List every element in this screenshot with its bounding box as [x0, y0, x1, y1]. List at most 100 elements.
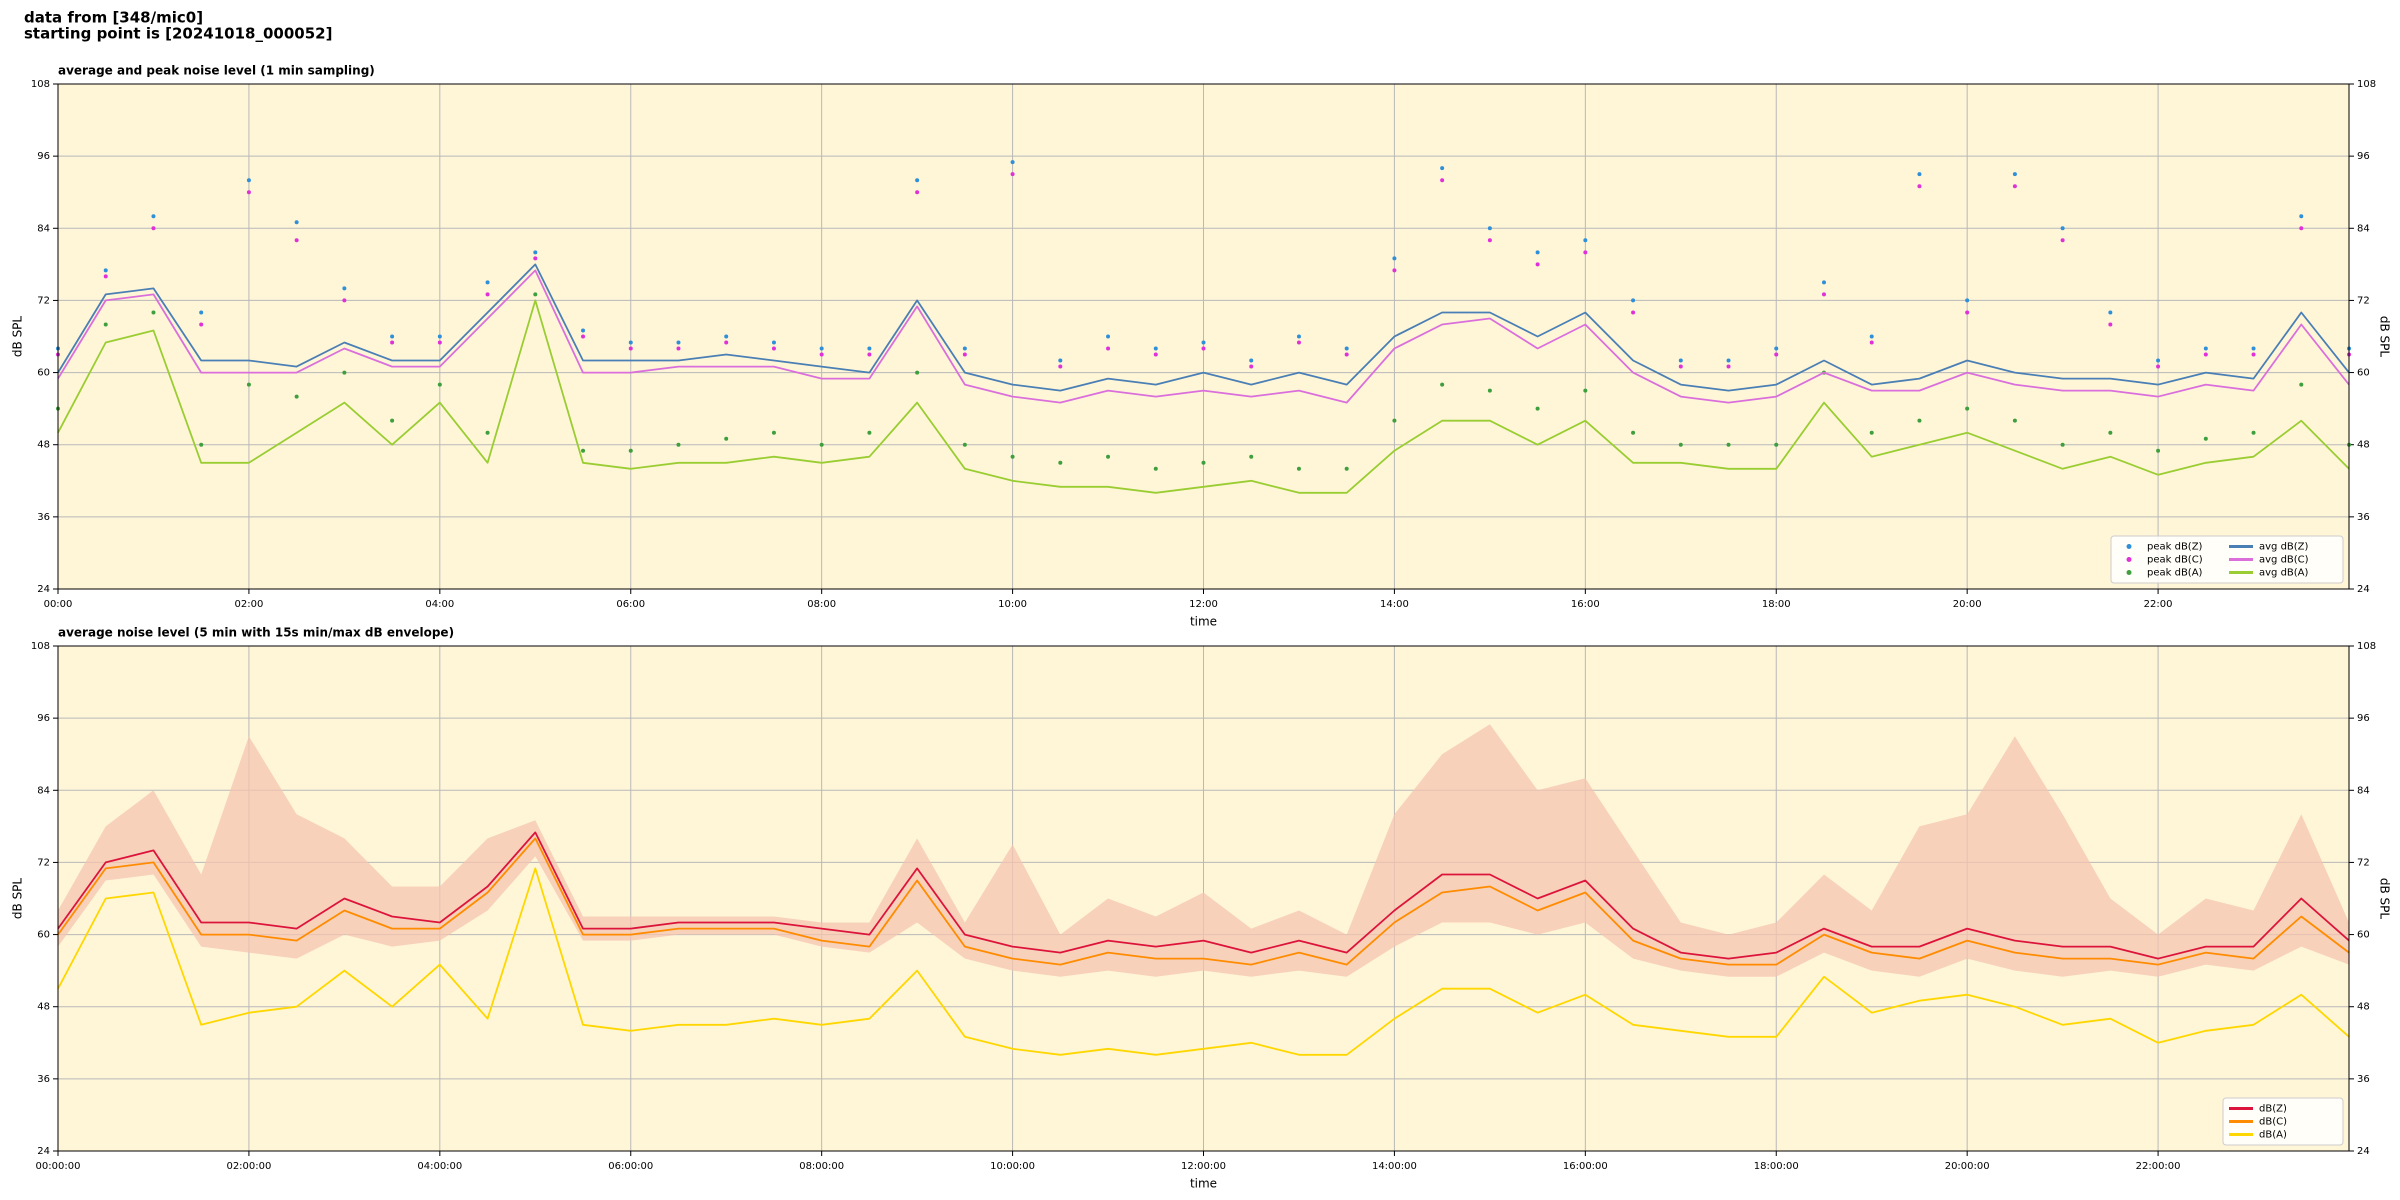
- y-tick-label: 36: [37, 512, 50, 523]
- legend-swatch: [2126, 557, 2132, 562]
- peak-dot: [437, 382, 442, 387]
- y-tick-label: 108: [31, 641, 50, 652]
- peak-dot: [676, 346, 681, 351]
- series-line: [57, 831, 2350, 960]
- y-tick-label: 48: [37, 1002, 50, 1013]
- peak-dot: [199, 442, 204, 447]
- peak-dot: [2251, 346, 2256, 351]
- peak-dot: [1631, 298, 1636, 303]
- peak-dot: [437, 340, 442, 345]
- peak-dot: [1535, 250, 1540, 255]
- series-line: [57, 867, 2350, 1056]
- peak-dot: [2203, 352, 2208, 357]
- peak-dot: [1392, 268, 1397, 273]
- peak-dot: [1153, 352, 1158, 357]
- y-tick-label: 72: [2357, 857, 2370, 868]
- y-tick-label: 96: [2357, 713, 2370, 724]
- peak-dot: [390, 340, 395, 345]
- series-line: [57, 837, 2350, 966]
- x-tick-label: 02:00: [235, 599, 264, 610]
- peak-dot: [1201, 340, 1206, 345]
- legend-label: dB(A): [2259, 1130, 2287, 1141]
- peak-dot: [2060, 442, 2065, 447]
- chart-title: average and peak noise level (1 min samp…: [58, 64, 375, 78]
- peak-dot: [1726, 358, 1731, 363]
- x-tick-label: 22:00: [2144, 599, 2173, 610]
- x-tick-label: 18:00: [1762, 599, 1791, 610]
- legend-label: dB(Z): [2259, 1104, 2287, 1115]
- y-tick-label: 36: [37, 1074, 50, 1085]
- x-tick-label: 12:00:00: [1181, 1161, 1226, 1172]
- peak-dot: [1249, 364, 1254, 369]
- x-tick-label: 06:00: [616, 599, 645, 610]
- peak-dot: [342, 298, 347, 303]
- y-tick-label: 48: [2357, 440, 2370, 451]
- peak-dot: [676, 442, 681, 447]
- header-line: data from [348/mic0]: [24, 9, 203, 27]
- y-tick-label: 48: [37, 440, 50, 451]
- peak-dot: [867, 346, 872, 351]
- peak-dot: [1583, 238, 1588, 243]
- legend-label: dB(C): [2259, 1117, 2287, 1128]
- peak-dot: [1058, 358, 1063, 363]
- peak-dot: [1344, 346, 1349, 351]
- peak-dot: [1821, 292, 1826, 297]
- peak-dot: [2203, 346, 2208, 351]
- peak-dot: [246, 190, 251, 195]
- peak-dot: [1249, 358, 1254, 363]
- x-tick-label: 20:00: [1953, 599, 1982, 610]
- peak-dot: [1917, 418, 1922, 423]
- peak-dot: [1106, 346, 1111, 351]
- peak-dot: [533, 250, 538, 255]
- peak-dot: [342, 286, 347, 291]
- peak-dot: [2251, 352, 2256, 357]
- x-tick-label: 18:00:00: [1754, 1161, 1799, 1172]
- peak-dot: [1583, 250, 1588, 255]
- peak-dot: [819, 442, 824, 447]
- peak-dot: [2299, 214, 2304, 219]
- legend-swatch: [2126, 544, 2132, 549]
- y-tick-label: 108: [2357, 641, 2376, 652]
- plot-frame: [57, 83, 2350, 590]
- peak-dot: [724, 334, 729, 339]
- legend-label: avg dB(C): [2259, 555, 2309, 566]
- x-tick-label: 20:00:00: [1945, 1161, 1990, 1172]
- y-tick-label: 60: [37, 368, 50, 379]
- chart-title: average noise level (5 min with 15s min/…: [58, 626, 454, 640]
- peak-dot: [485, 280, 490, 285]
- peak-dot: [1440, 166, 1445, 171]
- y-tick-label: 84: [37, 223, 50, 234]
- peak-dot: [2156, 364, 2161, 369]
- x-tick-label: 16:00:00: [1563, 1161, 1608, 1172]
- peak-dot: [1296, 334, 1301, 339]
- legend-label: peak dB(C): [2147, 555, 2203, 566]
- peak-dot: [2108, 430, 2113, 435]
- peak-dot: [151, 310, 156, 315]
- y-tick-label: 108: [31, 79, 50, 90]
- peak-dot: [1678, 442, 1683, 447]
- x-tick-label: 14:00:00: [1372, 1161, 1417, 1172]
- peak-dot: [628, 340, 633, 345]
- peak-dot: [628, 448, 633, 453]
- peak-dot: [1106, 454, 1111, 459]
- peak-dot: [1010, 454, 1015, 459]
- peak-dot: [151, 226, 156, 231]
- peak-dot: [1917, 172, 1922, 177]
- peak-dot: [390, 334, 395, 339]
- peak-dot: [1058, 364, 1063, 369]
- peak-dot: [724, 340, 729, 345]
- peak-dot: [199, 322, 204, 327]
- y-tick-label: 72: [37, 295, 50, 306]
- peak-dot: [103, 268, 108, 273]
- peak-dot: [2108, 310, 2113, 315]
- plot-frame: [57, 645, 2350, 1152]
- legend-swatch: [2126, 570, 2132, 575]
- peak-dot: [1153, 466, 1158, 471]
- y-tick-label: 36: [2357, 1074, 2370, 1085]
- peak-dot: [1392, 418, 1397, 423]
- peak-dot: [1010, 172, 1015, 177]
- x-tick-label: 00:00: [44, 599, 73, 610]
- x-tick-label: 06:00:00: [608, 1161, 653, 1172]
- peak-dot: [1726, 442, 1731, 447]
